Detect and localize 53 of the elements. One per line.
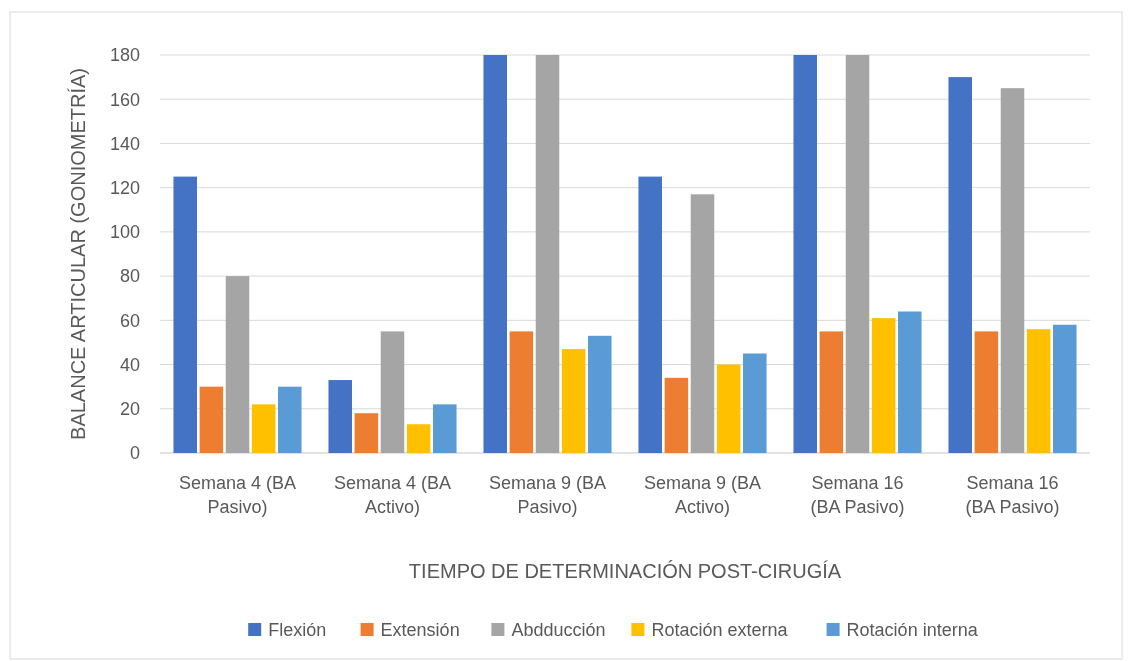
bar (225, 276, 250, 453)
bar (251, 404, 276, 453)
legend-label: Flexión (268, 620, 327, 641)
x-tick-label: Semana 9 (BA Pasivo) (488, 473, 607, 517)
x-tick-label: Semana 4 (BA Activo) (333, 473, 452, 517)
y-tick-label: 100 (109, 222, 140, 243)
bar (509, 331, 534, 453)
legend-label: Rotación interna (846, 620, 979, 641)
bar (898, 311, 922, 453)
y-tick-label: 60 (119, 310, 140, 331)
x-tick-label: Semana 4 (BA Pasivo) (178, 473, 297, 517)
legend-label: Rotación externa (651, 620, 789, 641)
bar (1000, 88, 1025, 453)
legend-label: Abdducción (511, 620, 606, 641)
y-tick-label: 120 (109, 177, 140, 198)
y-tick-label: 160 (109, 89, 140, 110)
bar (871, 318, 896, 453)
bar (638, 176, 662, 453)
bar (173, 176, 197, 453)
y-tick-label: 0 (129, 443, 140, 464)
y-tick-label: 80 (119, 266, 140, 287)
bar (535, 55, 560, 453)
x-axis-title: TIEMPO DE DETERMINACIÓN POST-CIRUGÍA (408, 560, 842, 582)
x-tick-label: Semana 16 (BA Pasivo) (810, 473, 905, 517)
bar (716, 364, 741, 453)
bar (433, 404, 457, 453)
bar (819, 331, 844, 453)
bar (561, 349, 586, 453)
bar (588, 335, 612, 453)
bar (380, 331, 405, 453)
legend-label: Extensión (380, 620, 460, 641)
bar (354, 413, 379, 453)
bar (278, 386, 302, 453)
bar (1026, 329, 1051, 453)
y-tick-label: 140 (109, 133, 140, 154)
bar (974, 331, 999, 453)
y-axis-title: BALANCE ARTICULAR (GONIOMETRÍA) (67, 68, 89, 440)
bar (328, 380, 352, 453)
bar (199, 386, 224, 453)
bar (845, 55, 870, 453)
x-tick-label: Semana 9 (BA Activo) (643, 473, 762, 517)
bar (690, 194, 715, 453)
bar (743, 353, 767, 453)
bar (1053, 324, 1077, 453)
bar (948, 77, 972, 453)
y-tick-label: 40 (119, 354, 140, 375)
bar (483, 55, 507, 453)
y-tick-label: 180 (109, 45, 140, 66)
bar (664, 377, 689, 453)
bar (793, 55, 817, 453)
bar (406, 424, 431, 453)
x-tick-label: Semana 16 (BA Pasivo) (965, 473, 1060, 517)
y-tick-label: 20 (119, 399, 140, 420)
